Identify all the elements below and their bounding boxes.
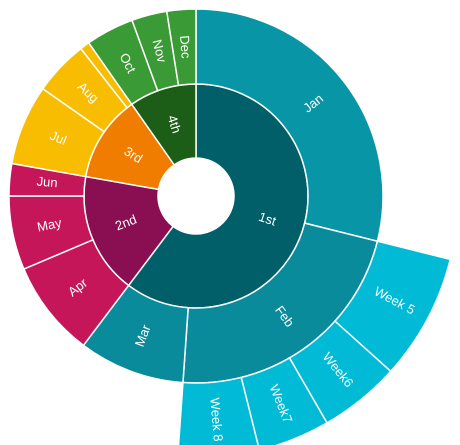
quarter-label-4th: 4th: [165, 113, 185, 135]
week-segment-week-8[interactable]: [177, 376, 260, 445]
month-segment-dec[interactable]: [165, 8, 197, 87]
month-label-may: May: [36, 215, 64, 235]
month-label-jun: Jun: [36, 174, 58, 191]
quarter-label-2nd: 2nd: [113, 212, 139, 234]
month-segment-jan[interactable]: [195, 8, 384, 243]
month-label-nov: Nov: [149, 38, 169, 65]
month-label-dec: Dec: [177, 35, 194, 60]
month-label-jul: Jul: [48, 128, 69, 148]
chart-segments: [8, 8, 452, 445]
week-label-week-8: Week 8: [207, 397, 226, 442]
quarter-label-1st: 1st: [257, 209, 279, 229]
